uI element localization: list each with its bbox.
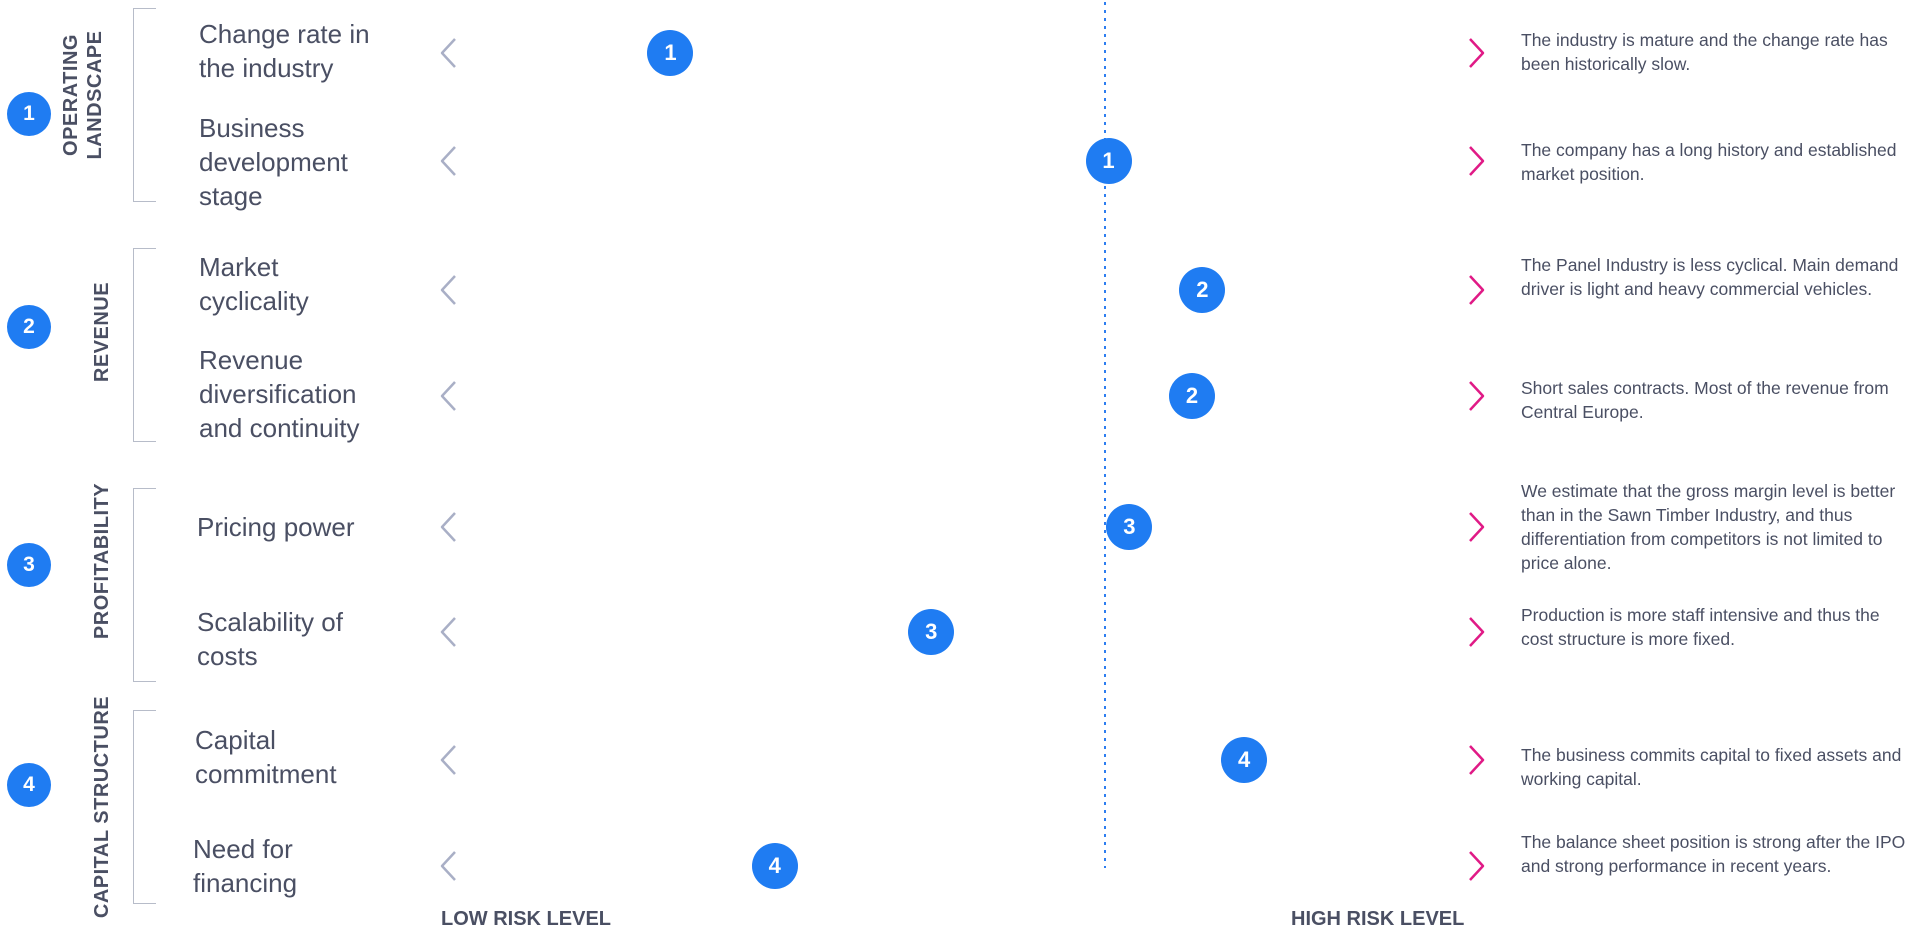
factor-label: Scalability of costs xyxy=(197,607,343,671)
factor-label: Business development stage xyxy=(199,113,348,211)
factor-description: The business commits capital to fixed as… xyxy=(1521,745,1902,789)
high-risk-arrowhead xyxy=(1469,512,1485,542)
section-number-badge: 4 xyxy=(7,763,51,807)
high-risk-arrowhead xyxy=(1469,275,1485,305)
factor-label: Change rate in the industry xyxy=(199,19,370,83)
section-bracket xyxy=(133,710,156,904)
risk-level-marker: 4 xyxy=(1221,737,1268,783)
low-risk-arrowhead xyxy=(440,146,456,176)
factor-description: Short sales contracts. Most of the reven… xyxy=(1521,378,1889,422)
section-bracket xyxy=(133,488,156,682)
factor-description: We estimate that the gross margin level … xyxy=(1521,481,1896,573)
section-label: OPERATING LANDSCAPE xyxy=(60,30,106,160)
risk-level-marker: 1 xyxy=(1085,138,1132,184)
risk-level-marker: 2 xyxy=(1168,373,1215,419)
risk-level-marker: 3 xyxy=(908,609,955,655)
section-label: CAPITAL STRUCTURE xyxy=(91,695,113,919)
risk-level-marker: 3 xyxy=(1106,504,1153,550)
low-risk-label: LOW RISK LEVEL xyxy=(441,908,611,930)
factor-label: Pricing power xyxy=(197,512,355,542)
high-risk-arrowhead xyxy=(1469,146,1485,176)
factor-description: The Panel Industry is less cyclical. Mai… xyxy=(1521,255,1899,299)
section-number-badge: 3 xyxy=(7,543,51,587)
risk-level-marker: 2 xyxy=(1179,267,1226,313)
low-risk-arrowhead xyxy=(440,617,456,647)
high-risk-arrowhead xyxy=(1469,851,1485,881)
factor-description: Production is more staff intensive and t… xyxy=(1521,605,1880,649)
risk-level-marker: 1 xyxy=(647,30,694,76)
low-risk-arrowhead xyxy=(440,512,456,542)
section-bracket xyxy=(133,8,156,202)
low-risk-arrowhead xyxy=(440,851,456,881)
high-risk-label: HIGH RISK LEVEL xyxy=(1291,908,1465,930)
low-risk-arrowhead xyxy=(440,381,456,411)
factor-label: Revenue diversification and continuity xyxy=(199,345,360,443)
section-bracket xyxy=(133,248,156,442)
factor-description: The company has a long history and estab… xyxy=(1521,140,1897,184)
high-risk-arrowhead xyxy=(1469,381,1485,411)
high-risk-arrowhead xyxy=(1469,38,1485,68)
section-label: REVENUE xyxy=(91,281,113,383)
low-risk-arrowhead xyxy=(440,38,456,68)
factor-description: The industry is mature and the change ra… xyxy=(1521,30,1888,74)
high-risk-arrowhead xyxy=(1469,745,1485,775)
factor-label: Market cyclicality xyxy=(199,252,309,316)
section-number-badge: 2 xyxy=(7,305,51,349)
risk-level-marker: 4 xyxy=(751,843,798,889)
section-label: PROFITABILITY xyxy=(91,482,113,640)
low-risk-arrowhead xyxy=(440,275,456,305)
section-number-badge: 1 xyxy=(7,92,51,136)
low-risk-arrowhead xyxy=(440,745,456,775)
factor-description: The balance sheet position is strong aft… xyxy=(1521,832,1906,876)
high-risk-arrowhead xyxy=(1469,617,1485,647)
factor-label: Capital commitment xyxy=(195,725,337,789)
factor-label: Need for financing xyxy=(193,834,298,898)
